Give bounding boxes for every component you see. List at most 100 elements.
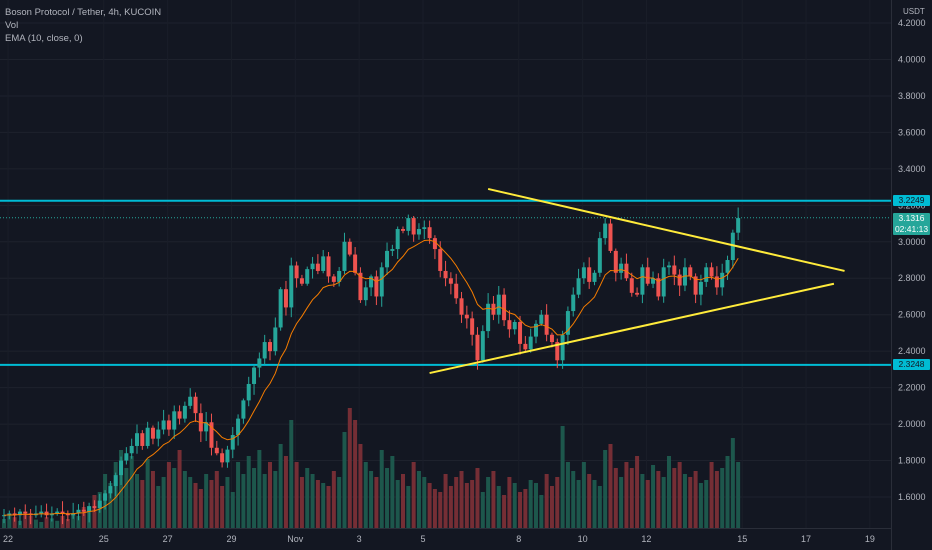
volume-bar [571,471,576,528]
candle-body [310,263,315,270]
volume-bar [656,471,661,528]
volume-bar [337,477,342,528]
price-tick-label: 3.4000 [898,164,926,174]
candle-body [204,422,209,432]
candles [2,207,741,526]
volume-bar [709,462,714,528]
candle-body [560,334,565,361]
candle-body [7,513,12,516]
volume-bar [331,471,336,528]
volume-bar [464,483,469,528]
candle-body [230,435,235,450]
candle-body [475,334,480,361]
volume-bar [310,474,315,528]
symbol-title[interactable]: Boson Protocol / Tether, 4h, KUCOIN [5,7,162,18]
volume-bar [619,477,624,528]
currency-unit-label: USDT [903,7,925,16]
volume-bar [667,456,671,528]
volume-bar [624,462,629,528]
volume-bar [315,480,320,528]
volume-bar [161,477,166,528]
price-tick-label: 1.8000 [898,456,926,466]
volume-bar [640,474,645,528]
time-tick-label: 27 [163,534,173,544]
candle-body [629,278,634,293]
triangle-drawing[interactable] [429,187,845,375]
ema-indicator-label[interactable]: EMA (10, close, 0) [5,33,83,44]
volume-bar [385,468,390,528]
horizontal-levels[interactable] [0,199,891,366]
candle-body [225,449,230,463]
candle-body [182,405,187,419]
volume-bar [432,489,437,528]
volume-bar [177,450,182,528]
volume-bar [283,456,288,528]
volume-bar [406,486,411,528]
volume-bar [427,483,432,528]
candle-body [337,270,342,282]
candle-body [289,265,294,308]
candle-body [214,447,219,454]
volume-bar [651,465,656,528]
time-tick-label: 19 [865,534,875,544]
bar-countdown: 02:41:13 [894,223,929,234]
candle-body [331,276,336,282]
volume-bar [502,495,507,528]
price-axis[interactable]: 1.6000 1.8000 2.0000 2.2000 2.4000 2.6000 2.80… [891,0,926,550]
volume-bar [555,477,560,528]
volume-bar [2,519,6,528]
volume-bar [225,477,230,528]
candle-body [406,218,411,231]
price-tick-label: 3.8000 [898,91,926,101]
candle-body [17,511,22,516]
volume-bar [416,471,421,528]
volume-bar [209,480,214,528]
volume-bar [294,462,299,528]
volume-bar [108,483,113,528]
candle-body [549,334,554,343]
resistance-price-tag: 3.2249 [893,195,930,207]
volume-bar [475,468,480,528]
volume-bar [220,486,225,528]
volume-indicator-label[interactable]: Vol [5,20,19,31]
volume-bar [395,480,400,528]
candle-body [177,411,182,419]
resistance-price-value: 3.2249 [898,195,925,206]
candle-body [608,223,613,251]
volume-bar [496,486,501,528]
candle-body [390,249,395,251]
price-tick-label: 2.8000 [898,273,926,283]
volume-bar [369,471,374,528]
volume-bar [262,474,267,528]
candle-body [470,318,475,335]
candle-body [278,289,283,328]
volume-bar [278,444,283,528]
volume-bar [172,468,177,528]
grid [0,22,891,498]
candle-body [92,506,97,508]
volume-bar [693,471,698,528]
candle-body [76,509,81,514]
volume-bar [443,474,448,528]
candle-body [555,342,560,361]
candle-body [688,267,693,277]
candle-body [512,322,517,330]
volume-bar [299,477,304,528]
volume-bar [374,477,379,528]
volume-bar [342,432,347,528]
candle-body [454,283,459,299]
volume-bar [597,486,602,528]
volume-bar [682,474,687,528]
candle-body [60,511,65,514]
candle-body [268,342,272,352]
volume-bar [390,456,395,528]
volume-bar [677,462,682,528]
candle-body [438,249,443,271]
price-tick-label: 2.0000 [898,419,926,429]
candle-body [145,427,150,446]
candle-body [257,358,262,368]
candle-body [262,342,267,359]
time-axis[interactable]: 22 25 27 29 Nov 3 5 8 10 12 15 17 19 [0,528,891,545]
volume-bar [135,474,139,528]
